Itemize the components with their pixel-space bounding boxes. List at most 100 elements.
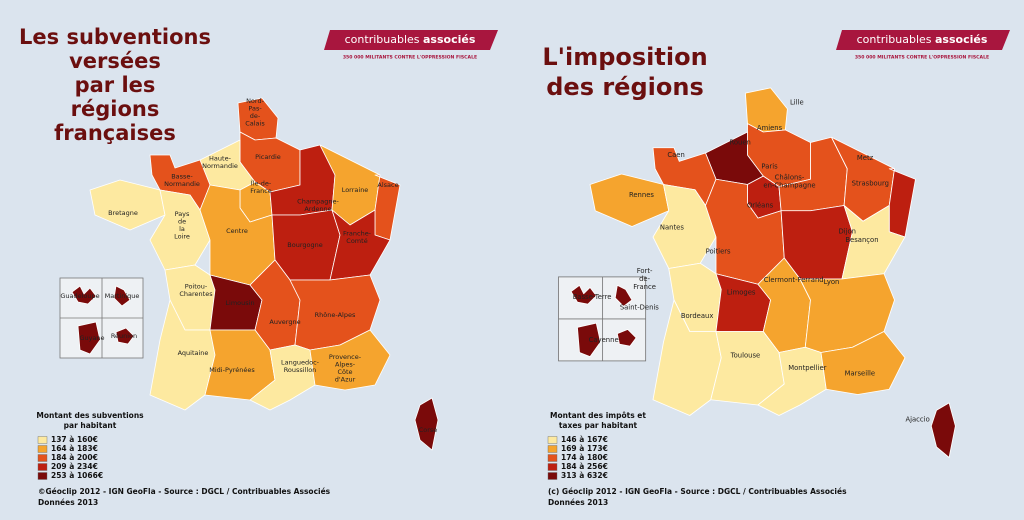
- source: (c) Géoclip 2012 - IGN GeoFla - Source :…: [548, 487, 847, 496]
- legend-label: 174 à 180€: [561, 453, 608, 462]
- region-label: Rennes: [629, 191, 654, 199]
- region-label: Poitou-: [185, 282, 208, 290]
- region-label: Saint-Denis: [620, 303, 659, 311]
- map-title: L'imposition: [542, 43, 707, 71]
- region: [841, 205, 906, 280]
- legend-label: 184 à 200€: [51, 453, 98, 462]
- region-label: Centre: [226, 227, 248, 235]
- region-label: Calais: [245, 119, 265, 127]
- brand: contribuables: [857, 33, 932, 46]
- region-label: de: [178, 217, 186, 225]
- legend-label: 209 à 234€: [51, 462, 98, 471]
- region-label: Ajaccio: [905, 416, 929, 424]
- legend-swatch: [37, 436, 48, 444]
- region: [309, 329, 391, 391]
- brand-bold: associés: [423, 33, 476, 46]
- legend-label: 164 à 183€: [51, 444, 98, 453]
- region-label: Limoges: [727, 289, 756, 297]
- map-title: régions: [71, 97, 160, 121]
- region-label: Alpes-: [335, 360, 356, 368]
- legend-label: 169 à 173€: [561, 444, 608, 453]
- region-label: Loire: [174, 232, 190, 240]
- region-label: Côte: [337, 368, 352, 376]
- region-label: Aquitaine: [178, 349, 209, 357]
- region-label: Lille: [790, 99, 804, 107]
- region-label: Corse: [419, 426, 438, 434]
- legend-swatch: [547, 463, 558, 471]
- region-label: Limousin: [225, 299, 254, 307]
- region-label: Champagne-: [297, 197, 339, 205]
- source: Données 2013: [38, 498, 98, 507]
- legend-title: Montant des subventions: [36, 411, 144, 420]
- map-title: des régions: [546, 73, 703, 101]
- region-label: d'Azur: [335, 375, 356, 383]
- legend-swatch: [547, 436, 558, 444]
- legend-swatch: [37, 472, 48, 480]
- region-label: Metz: [857, 154, 874, 162]
- region-label: Lyon: [824, 278, 840, 286]
- region-label: Poitiers: [706, 248, 731, 256]
- region: [616, 328, 637, 347]
- region-label: Nord-: [246, 97, 265, 105]
- region-label: Basse-: [171, 172, 193, 180]
- legend-label: 313 à 632€: [561, 471, 608, 480]
- legend-swatch: [37, 454, 48, 462]
- legend-swatch: [547, 454, 558, 462]
- banner-tagline: 350 000 MILITANTS CONTRE L'OPPRESSION FI…: [343, 55, 477, 61]
- region-label: Lorraine: [342, 186, 369, 194]
- map-title: par les: [75, 73, 156, 97]
- region: [570, 284, 597, 305]
- region-label: Caen: [667, 151, 684, 159]
- legend-title: taxes par habitant: [559, 421, 638, 430]
- region: [614, 284, 633, 307]
- region-label: Midi-Pyrénées: [209, 366, 255, 374]
- brand: contribuables: [345, 33, 420, 46]
- region-label: Rhône-Alpes: [315, 311, 356, 319]
- region-label: Nantes: [660, 224, 684, 232]
- region-label: Ardenne: [304, 205, 331, 213]
- region-label: Normandie: [164, 180, 200, 188]
- region-label: Clermont-Ferrand: [764, 276, 824, 284]
- region-label: Fort-: [637, 267, 653, 275]
- region-label: Roussillon: [284, 366, 317, 374]
- region-label: de-: [639, 275, 651, 283]
- legend-swatch: [547, 445, 558, 453]
- region: [249, 344, 316, 411]
- region-label: Marseille: [845, 369, 875, 377]
- legend-label: 146 à 167€: [561, 435, 608, 444]
- region-label: Cayenne: [589, 336, 619, 344]
- region-label: de-: [250, 112, 261, 120]
- region-label: France: [250, 187, 272, 195]
- region-label: Franche-: [343, 229, 372, 237]
- legend-title: Montant des impôts et: [550, 411, 646, 420]
- source: Données 2013: [548, 498, 608, 507]
- banner-tagline: 350 000 MILITANTS CONTRE L'OPPRESSION FI…: [855, 55, 989, 61]
- legend-swatch: [37, 463, 48, 471]
- region-label: Pays: [175, 210, 190, 218]
- region-label: Guyane: [79, 334, 104, 342]
- region-label: Comté: [346, 237, 367, 245]
- map-title: versées: [69, 49, 161, 73]
- region-label: Picardie: [255, 153, 281, 161]
- region: [71, 285, 97, 305]
- region-label: Amiens: [757, 124, 783, 132]
- region-label: la: [179, 225, 185, 233]
- legend-label: 253 à 1066€: [51, 471, 103, 480]
- region: [757, 346, 827, 416]
- region: [329, 209, 391, 281]
- region-label: France: [633, 283, 656, 291]
- region: [930, 402, 956, 458]
- banner-text: contribuables associés: [345, 33, 476, 46]
- source: ©Géoclip 2012 - IGN GeoFla - Source : DG…: [38, 487, 331, 496]
- region-label: Basse-Terre: [573, 293, 612, 301]
- region-label: Bordeaux: [681, 312, 714, 320]
- banner: [324, 30, 498, 50]
- region-label: Bourgogne: [287, 241, 322, 249]
- region-label: Toulouse: [730, 352, 761, 360]
- map: Nord-Pas-de-CalaisPicardieHaute-Normandi…: [59, 97, 439, 451]
- legend-swatch: [37, 445, 48, 453]
- legend-swatch: [547, 472, 558, 480]
- legend-label: 137 à 160€: [51, 435, 98, 444]
- region: [414, 397, 439, 451]
